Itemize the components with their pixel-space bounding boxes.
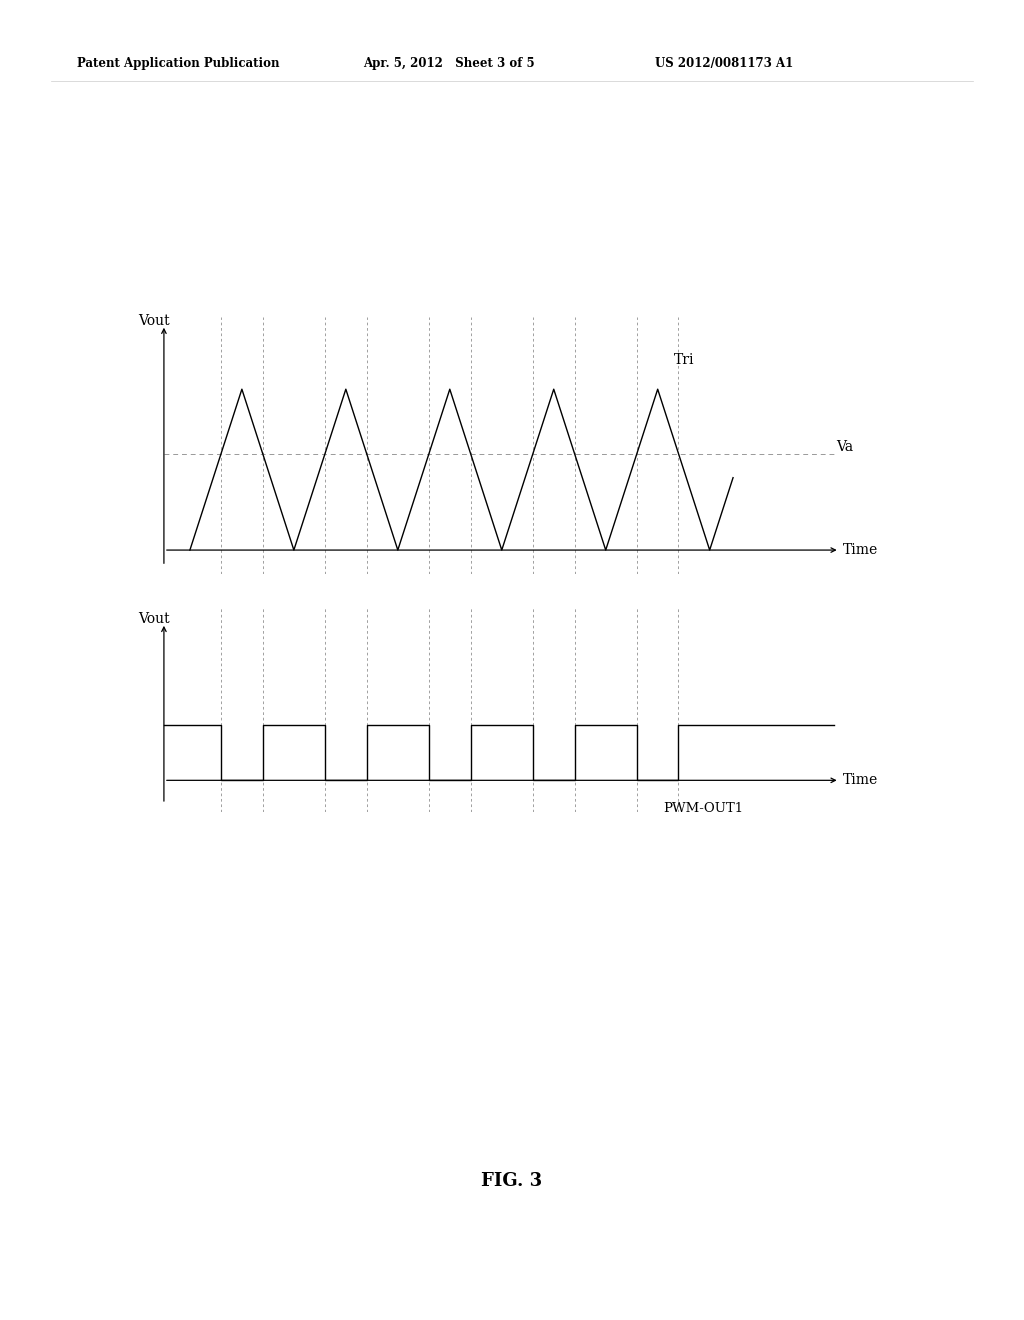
Text: Va: Va (837, 440, 854, 454)
Text: FIG. 3: FIG. 3 (481, 1172, 543, 1191)
Text: PWM-OUT1: PWM-OUT1 (663, 803, 743, 816)
Text: Time: Time (843, 543, 878, 557)
Text: US 2012/0081173 A1: US 2012/0081173 A1 (655, 57, 794, 70)
Text: Tri: Tri (674, 352, 694, 367)
Text: Vout: Vout (137, 314, 169, 329)
Text: Vout: Vout (137, 612, 169, 626)
Text: Apr. 5, 2012   Sheet 3 of 5: Apr. 5, 2012 Sheet 3 of 5 (364, 57, 536, 70)
Text: Time: Time (843, 774, 878, 787)
Text: Patent Application Publication: Patent Application Publication (77, 57, 280, 70)
